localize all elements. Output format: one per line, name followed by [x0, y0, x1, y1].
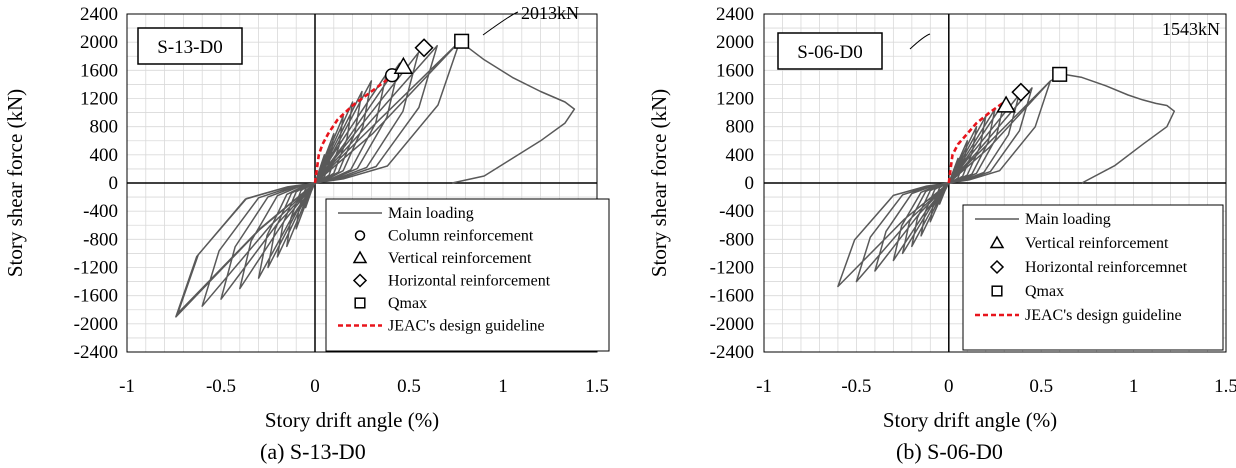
x-tick-label: 0 — [310, 376, 320, 397]
diamond-event-marker — [414, 38, 434, 58]
figure-caption: (a) S-13-D0 — [260, 439, 366, 464]
legend-entry-label: Main loading — [1025, 211, 1111, 228]
y-tick-label: 0 — [745, 173, 755, 194]
main-loading-series — [175, 40, 576, 318]
square-event-marker — [1052, 66, 1068, 82]
legend-entry-label: Horizontal reinforcement — [388, 273, 551, 290]
y-tick-label: 0 — [109, 173, 119, 194]
x-tick-label: -0.5 — [841, 376, 871, 397]
specimen-label-box — [137, 27, 243, 65]
legend-entry-label: Vertical reinforcement — [388, 250, 532, 267]
x-tick-label: 0.5 — [1029, 376, 1053, 397]
x-tick-label: 1 — [1129, 376, 1139, 397]
y-axis-label: Story shear force (kN) — [3, 89, 27, 277]
main-loading-series — [837, 73, 1176, 288]
legend-entry-label: JEAC's design guideline — [1025, 307, 1182, 324]
y-tick-label: 2000 — [716, 32, 754, 53]
y-tick-label: 1600 — [716, 60, 754, 81]
legend-entry-label: Vertical reinforcement — [1025, 235, 1169, 252]
diamond-event-marker — [1011, 82, 1031, 102]
legend-swatch-circle — [354, 230, 366, 241]
legend-swatch-triangle — [989, 235, 1005, 249]
legend-entry-label: Qmax — [1025, 283, 1064, 300]
legend-entry-label: Main loading — [388, 205, 474, 222]
triangle-event-marker — [996, 95, 1016, 113]
y-tick-label: 800 — [90, 117, 119, 138]
square-event-marker — [454, 33, 470, 49]
y-tick-label: -1600 — [74, 286, 118, 307]
x-tick-label: 0 — [944, 376, 954, 397]
y-tick-label: -2400 — [74, 342, 118, 363]
x-tick-label: 1 — [498, 376, 508, 397]
legend-swatch-triangle — [352, 250, 368, 264]
y-tick-label: -800 — [719, 229, 754, 250]
specimen-label: S-06-D0 — [797, 42, 862, 63]
legend-entry-label: Column reinforcement — [388, 228, 534, 245]
qmax-annotation: 2013kN — [521, 3, 579, 23]
figure-caption: (b) S-06-D0 — [896, 439, 1003, 464]
specimen-label: S-13-D0 — [157, 37, 222, 58]
x-axis-label: Story drift angle (%) — [883, 408, 1057, 432]
triangle-event-marker — [393, 56, 414, 74]
y-tick-label: 1600 — [80, 60, 118, 81]
x-tick-label: 1.5 — [585, 376, 609, 397]
y-tick-label: -400 — [83, 201, 118, 222]
y-tick-label: 1200 — [80, 89, 118, 110]
y-tick-label: -1200 — [74, 258, 118, 279]
qmax-callout-line — [482, 11, 519, 36]
qmax-callout-line — [909, 33, 931, 50]
y-tick-label: -2000 — [74, 314, 118, 335]
y-tick-label: -400 — [719, 201, 754, 222]
y-tick-label: 2400 — [80, 4, 118, 25]
x-tick-label: -0.5 — [206, 376, 236, 397]
specimen-label-box — [777, 32, 883, 70]
x-tick-label: 0.5 — [397, 376, 421, 397]
legend-entry-label: Qmax — [388, 295, 427, 312]
legend-swatch-diamond — [989, 259, 1005, 275]
chart-panel-1: -1 -0.5 0 0.5 1 1.5 -2400 -2000 -1600 -1200 -800 -4… — [3, 3, 610, 464]
y-tick-label: 400 — [726, 145, 755, 166]
qmax-annotation: 1543kN — [1162, 19, 1220, 39]
y-tick-label: 1200 — [716, 89, 754, 110]
y-tick-label: -2400 — [710, 342, 754, 363]
y-tick-label: 800 — [726, 117, 755, 138]
y-tick-label: -800 — [83, 229, 118, 250]
y-tick-label: -1600 — [710, 286, 754, 307]
legend-swatch-diamond — [352, 273, 368, 288]
legend-entry-label: Horizontal reinforcemnet — [1025, 259, 1188, 276]
y-tick-label: -2000 — [710, 314, 754, 335]
x-tick-label: 1.5 — [1214, 376, 1236, 397]
legend-frame — [962, 204, 1224, 351]
legend-swatch-square — [991, 285, 1003, 297]
legend-entry-label: JEAC's design guideline — [388, 318, 545, 335]
x-tick-label: -1 — [756, 376, 772, 397]
legend: Main loading Column reinforcement Vertical… — [325, 198, 610, 352]
y-tick-label: 400 — [90, 145, 119, 166]
legend: Main loading Vertical reinforcement Horizo… — [962, 204, 1224, 351]
y-axis-label: Story shear force (kN) — [647, 89, 671, 277]
x-tick-label: -1 — [119, 376, 135, 397]
jeac-guideline-series — [947, 100, 1005, 184]
chart-panel-2: -1 -0.5 0 0.5 1 1.5 -2400 -2000 -1600 -1200 -800 -4… — [647, 4, 1236, 464]
y-tick-label: 2000 — [80, 32, 118, 53]
legend-swatch-square — [354, 297, 366, 309]
jeac-guideline-series — [313, 76, 391, 184]
x-axis-label: Story drift angle (%) — [265, 408, 439, 432]
y-tick-label: 2400 — [716, 4, 754, 25]
y-tick-label: -1200 — [710, 258, 754, 279]
